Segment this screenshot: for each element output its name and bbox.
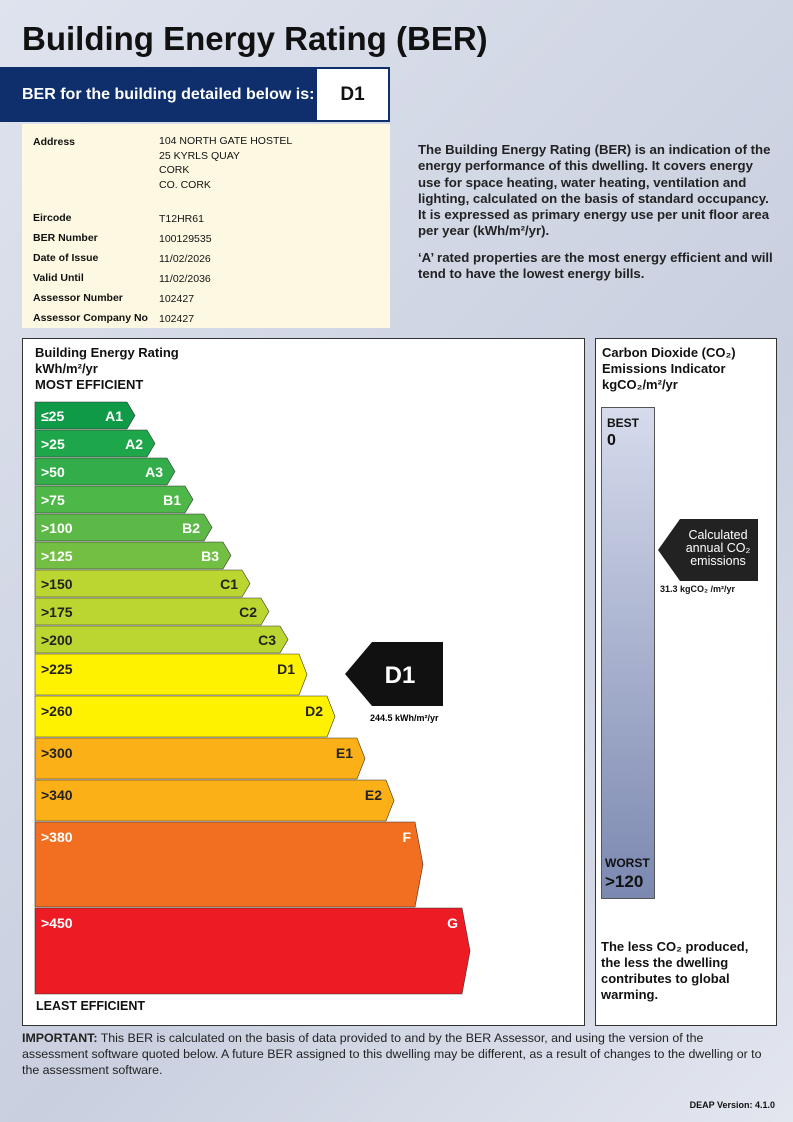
- band-grade: B3: [201, 548, 219, 564]
- important-notice: IMPORTANT: This BER is calculated on the…: [22, 1030, 762, 1078]
- energy-heading: Building Energy Rating: [35, 345, 179, 360]
- current-rating-value: 244.5 kWh/m²/yr: [370, 713, 439, 723]
- detail-value: T12HR61: [159, 213, 204, 225]
- ber-rating-badge: D1: [315, 67, 390, 122]
- band-grade: B2: [182, 520, 200, 536]
- co2-arrow-text: Calculated annual CO₂ emissions: [685, 528, 751, 568]
- address-line: CORK: [159, 164, 190, 177]
- band-grade: E1: [336, 745, 353, 761]
- ber-banner: BER for the building detailed below is:: [0, 67, 315, 122]
- address-line: 104 NORTH GATE HOSTEL: [159, 135, 293, 147]
- ber-description: The Building Energy Rating (BER) is an i…: [418, 142, 778, 292]
- co2-panel: Carbon Dioxide (CO₂) Emissions Indicator…: [595, 338, 777, 1026]
- deap-version: DEAP Version: 4.1.0: [689, 1100, 775, 1110]
- band-range: ≤25: [41, 408, 64, 424]
- band-grade: D1: [277, 661, 295, 677]
- band-grade: C1: [220, 576, 238, 592]
- band-e2: [34, 779, 395, 822]
- band-grade: E2: [365, 787, 382, 803]
- best-label: BEST: [607, 416, 640, 430]
- band-range: >100: [41, 520, 73, 536]
- detail-value: 11/02/2026: [159, 253, 211, 265]
- band-a2: [34, 429, 156, 458]
- address-line: 25 KYRLS QUAY: [159, 149, 240, 162]
- description-paragraph: The Building Energy Rating (BER) is an i…: [418, 142, 771, 239]
- address-label: Address: [33, 136, 76, 148]
- address-line: CO. CORK: [159, 179, 211, 192]
- detail-value: 100129535: [159, 233, 212, 245]
- description-paragraph: ‘A’ rated properties are the most energy…: [418, 249, 773, 282]
- band-range: >150: [41, 576, 73, 592]
- band-d1: [34, 653, 308, 696]
- band-d2: [34, 695, 336, 738]
- band-e1: [34, 737, 366, 780]
- detail-value: 102427: [159, 313, 195, 325]
- band-grade: C2: [239, 604, 257, 620]
- band-range: >340: [41, 787, 73, 803]
- detail-label: Date of Issue: [33, 252, 99, 264]
- detail-value: 11/02/2036: [159, 273, 211, 285]
- band-grade: G: [447, 915, 458, 931]
- building-details: Address 104 NORTH GATE HOSTEL 25 KYRLS Q…: [22, 124, 390, 328]
- band-f: [34, 821, 424, 908]
- band-c1: [34, 569, 251, 598]
- co2-note: The less CO₂ produced, the less the dwel…: [601, 939, 749, 1002]
- band-range: >380: [41, 829, 73, 845]
- band-range: >200: [41, 632, 73, 648]
- band-grade: A3: [145, 464, 163, 480]
- energy-unit: kWh/m²/yr: [35, 361, 98, 376]
- band-b2: [34, 513, 213, 542]
- band-range: >450: [41, 915, 73, 931]
- band-grade: A2: [125, 436, 143, 452]
- co2-arrow: Calculated annual CO₂ emissions: [658, 519, 758, 581]
- band-range: >25: [41, 436, 65, 452]
- band-grade: B1: [163, 492, 181, 508]
- detail-label: Assessor Company No: [33, 312, 148, 324]
- band-grade: A1: [105, 408, 123, 424]
- detail-label: BER Number: [33, 232, 98, 244]
- band-a1: [34, 401, 136, 430]
- band-range: >75: [41, 492, 65, 508]
- band-grade: D2: [305, 703, 323, 719]
- page-title: Building Energy Rating (BER): [22, 20, 488, 57]
- band-range: >50: [41, 464, 65, 480]
- important-text: This BER is calculated on the basis of d…: [22, 1031, 762, 1077]
- important-label: IMPORTANT:: [22, 1031, 98, 1045]
- best-value: 0: [607, 432, 616, 449]
- band-grade: F: [402, 829, 411, 845]
- band-range: >225: [41, 661, 73, 677]
- band-b3: [34, 541, 232, 570]
- detail-label: Assessor Number: [33, 292, 123, 304]
- worst-label: WORST: [605, 856, 650, 870]
- co2-scale-bar: BEST 0 WORST >120: [601, 407, 655, 899]
- detail-value: 102427: [159, 293, 195, 305]
- band-c3: [34, 625, 289, 654]
- most-efficient-label: MOST EFFICIENT: [35, 377, 144, 392]
- band-range: >125: [41, 548, 73, 564]
- current-rating-arrow: [345, 642, 443, 706]
- detail-label: Eircode: [33, 212, 72, 224]
- worst-value: >120: [605, 872, 644, 891]
- band-g: [34, 907, 471, 995]
- detail-label: Valid Until: [33, 272, 84, 284]
- address-value: 104 NORTH GATE HOSTEL 25 KYRLS QUAY CORK…: [159, 134, 292, 193]
- band-a3: [34, 457, 176, 486]
- band-b1: [34, 485, 194, 514]
- band-grade: C3: [258, 632, 276, 648]
- co2-value: 31.3 kgCO₂ /m²/yr: [660, 584, 736, 594]
- co2-unit: kgCO₂/m²/yr: [602, 377, 678, 392]
- co2-heading: Carbon Dioxide (CO₂) Emissions Indicator: [602, 345, 736, 376]
- band-range: >260: [41, 703, 73, 719]
- current-rating-grade: D1: [385, 662, 416, 689]
- least-efficient-label: LEAST EFFICIENT: [36, 999, 146, 1013]
- band-c2: [34, 597, 270, 626]
- band-range: >300: [41, 745, 73, 761]
- band-range: >175: [41, 604, 73, 620]
